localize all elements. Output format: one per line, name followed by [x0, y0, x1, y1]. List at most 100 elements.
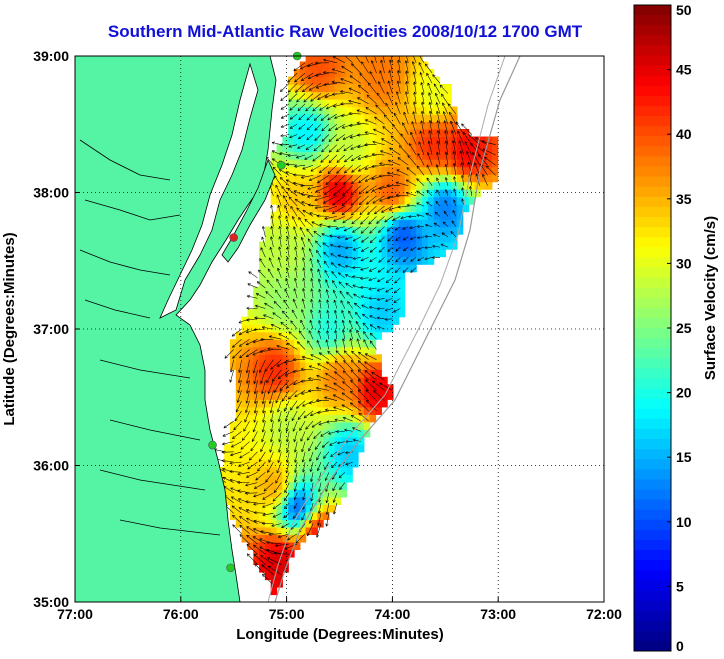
velocity-cell	[404, 241, 412, 250]
velocity-cell	[433, 226, 441, 235]
velocity-arrow	[329, 244, 337, 248]
velocity-arrow	[402, 267, 409, 273]
velocity-arrow	[344, 255, 353, 259]
velocity-cell	[404, 144, 412, 153]
velocity-arrow	[261, 390, 266, 405]
velocity-cell	[363, 211, 371, 220]
velocity-arrow	[270, 359, 282, 370]
velocity-cell	[369, 69, 377, 78]
velocity-cell	[410, 151, 417, 160]
velocity-cell	[346, 346, 353, 355]
colorbar-swatch	[634, 126, 671, 137]
velocity-cell	[259, 384, 266, 393]
velocity-cell	[369, 189, 377, 198]
velocity-arrow	[287, 533, 298, 541]
velocity-arrow	[272, 502, 282, 510]
velocity-cell	[282, 324, 289, 333]
colorbar-swatch	[634, 15, 671, 26]
velocity-cell	[346, 249, 353, 258]
velocity-cell	[358, 114, 365, 123]
velocity-cell	[404, 204, 412, 213]
velocity-cell	[276, 391, 283, 400]
velocity-cell	[282, 549, 289, 558]
velocity-cell	[328, 264, 336, 273]
velocity-arrow	[307, 523, 314, 537]
velocity-cell	[445, 204, 452, 213]
velocity-arrow	[337, 235, 345, 239]
velocity-cell	[358, 56, 365, 63]
velocity-cell	[363, 301, 371, 310]
velocity-cell	[317, 466, 324, 476]
velocity-cell	[352, 414, 359, 423]
velocity-cell	[328, 189, 336, 198]
velocity-arrow	[346, 291, 353, 299]
velocity-cell	[328, 504, 336, 513]
velocity-arrow	[329, 441, 338, 446]
velocity-cell	[334, 264, 342, 273]
velocity-cell	[259, 496, 266, 506]
colorbar-swatch	[634, 75, 671, 87]
velocity-cell	[288, 121, 295, 130]
velocity-cell	[392, 204, 400, 213]
velocity-cell	[398, 271, 406, 280]
velocity-cell	[392, 61, 400, 70]
velocity-arrow	[354, 302, 361, 309]
velocity-cell	[259, 279, 266, 288]
velocity-arrow	[360, 257, 369, 262]
velocity-cell	[340, 384, 348, 393]
velocity-cell	[369, 56, 377, 63]
velocity-cell	[381, 106, 388, 115]
velocity-cell	[241, 324, 249, 333]
velocity-cell	[375, 286, 382, 295]
velocity-arrow	[232, 349, 242, 359]
velocity-cell	[416, 196, 423, 205]
velocity-cell	[305, 234, 313, 243]
velocity-cell	[230, 361, 237, 370]
velocity-cell	[346, 444, 353, 453]
velocity-arrow	[237, 472, 250, 476]
velocity-cell	[253, 459, 260, 468]
velocity-cell	[346, 114, 353, 123]
velocity-cell	[311, 511, 318, 521]
velocity-cell	[253, 451, 260, 461]
colorbar-swatch	[634, 398, 671, 410]
velocity-arrow	[307, 72, 322, 79]
velocity-cell	[334, 174, 342, 183]
velocity-cell	[299, 406, 307, 415]
velocity-cell	[311, 121, 318, 130]
velocity-cell	[299, 294, 307, 303]
velocity-cell	[363, 241, 371, 250]
velocity-cell	[358, 144, 365, 153]
velocity-arrow	[288, 196, 298, 207]
velocity-arrow	[452, 163, 457, 176]
velocity-cell	[363, 271, 371, 280]
velocity-cell	[288, 166, 295, 175]
velocity-arrow	[350, 369, 361, 381]
velocity-cell	[288, 496, 295, 506]
velocity-arrow	[284, 482, 290, 493]
velocity-arrow	[262, 400, 266, 414]
velocity-cell	[305, 474, 313, 483]
velocity-arrow	[313, 144, 322, 152]
velocity-cell	[334, 211, 342, 220]
velocity-cell	[445, 241, 452, 250]
velocity-cell	[375, 121, 382, 130]
velocity-arrow	[332, 289, 338, 299]
velocity-cell	[323, 226, 330, 235]
velocity-cell	[427, 181, 435, 190]
velocity-arrow	[246, 318, 258, 322]
velocity-cell	[317, 436, 324, 445]
velocity-cell	[241, 466, 249, 476]
velocity-arrow	[450, 231, 457, 238]
velocity-cell	[241, 436, 249, 445]
velocity-cell	[311, 144, 318, 153]
velocity-cell	[369, 279, 377, 288]
velocity-arrow	[381, 138, 393, 145]
velocity-arrow	[381, 205, 393, 213]
velocity-arrow	[451, 220, 457, 227]
velocity-cell	[317, 84, 324, 93]
velocity-cell	[445, 151, 452, 160]
velocity-cell	[358, 99, 365, 108]
velocity-cell	[241, 489, 249, 498]
